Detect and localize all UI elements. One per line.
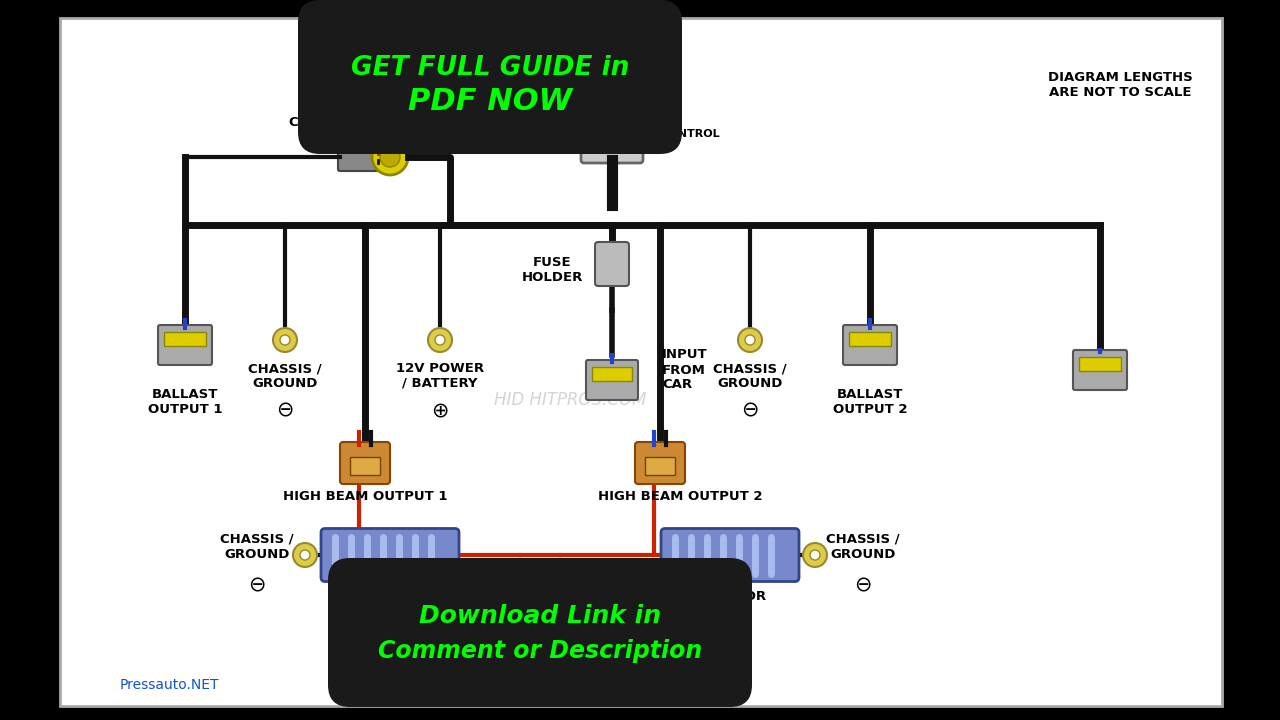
FancyBboxPatch shape [849, 332, 891, 346]
Circle shape [273, 328, 297, 352]
FancyBboxPatch shape [60, 18, 1222, 706]
Text: Pressauto.NET: Pressauto.NET [120, 678, 219, 692]
Circle shape [280, 335, 291, 345]
Text: CAPACITOR: CAPACITOR [288, 116, 372, 129]
FancyBboxPatch shape [298, 0, 682, 154]
Text: BALLAST
OUTPUT 1: BALLAST OUTPUT 1 [147, 388, 223, 416]
Text: CHASSIS /
GROUND: CHASSIS / GROUND [713, 362, 787, 390]
Text: 12V POWER
/ BATTERY: 12V POWER / BATTERY [396, 362, 484, 390]
FancyBboxPatch shape [591, 367, 632, 381]
Circle shape [810, 550, 820, 560]
Circle shape [293, 543, 317, 567]
Text: RESISTOR: RESISTOR [692, 590, 767, 603]
Text: CHASSIS /
GROUND: CHASSIS / GROUND [826, 533, 900, 561]
Text: ⊕: ⊕ [431, 400, 449, 420]
FancyBboxPatch shape [164, 332, 206, 346]
Text: GET FULL GUIDE in: GET FULL GUIDE in [351, 55, 630, 81]
Text: CHASSIS /
GROUND: CHASSIS / GROUND [220, 533, 294, 561]
FancyBboxPatch shape [340, 442, 390, 484]
Circle shape [803, 543, 827, 567]
Circle shape [435, 335, 445, 345]
Text: AUTO CONTROL
BOX: AUTO CONTROL BOX [622, 129, 719, 150]
Text: ⊖: ⊖ [741, 400, 759, 420]
FancyBboxPatch shape [328, 558, 753, 707]
Text: BALLAST
OUTPUT 2: BALLAST OUTPUT 2 [833, 388, 908, 416]
Text: RESISTOR: RESISTOR [353, 590, 428, 603]
FancyBboxPatch shape [595, 242, 628, 286]
Text: Download Link in: Download Link in [419, 604, 660, 628]
Circle shape [745, 335, 755, 345]
Text: ⊖: ⊖ [276, 400, 293, 420]
Text: HIGH BEAM OUTPUT 2: HIGH BEAM OUTPUT 2 [598, 490, 763, 503]
Text: HID HITPROS.COM: HID HITPROS.COM [494, 391, 646, 409]
Text: ⊖: ⊖ [248, 575, 266, 595]
FancyBboxPatch shape [157, 325, 212, 365]
Circle shape [380, 147, 399, 167]
FancyBboxPatch shape [349, 457, 380, 475]
Text: PDF NOW: PDF NOW [408, 88, 572, 117]
FancyBboxPatch shape [586, 360, 637, 400]
Text: CHASSIS /
GROUND: CHASSIS / GROUND [248, 362, 321, 390]
FancyBboxPatch shape [1079, 357, 1121, 371]
Text: FUSE
HOLDER: FUSE HOLDER [521, 256, 582, 284]
FancyBboxPatch shape [635, 442, 685, 484]
Text: Comment or Description: Comment or Description [378, 639, 703, 663]
FancyBboxPatch shape [660, 528, 799, 582]
Text: ⊖: ⊖ [854, 575, 872, 595]
Circle shape [739, 328, 762, 352]
FancyBboxPatch shape [581, 82, 643, 163]
Text: HIGH BEAM OUTPUT 1: HIGH BEAM OUTPUT 1 [283, 490, 447, 503]
FancyBboxPatch shape [645, 457, 675, 475]
FancyBboxPatch shape [338, 143, 380, 171]
Text: DIAGRAM LENGTHS
ARE NOT TO SCALE: DIAGRAM LENGTHS ARE NOT TO SCALE [1047, 71, 1193, 99]
Text: INPUT
FROM
CAR: INPUT FROM CAR [662, 348, 708, 392]
FancyBboxPatch shape [844, 325, 897, 365]
FancyBboxPatch shape [321, 528, 460, 582]
Circle shape [428, 328, 452, 352]
Circle shape [372, 139, 408, 175]
FancyBboxPatch shape [1073, 350, 1126, 390]
Circle shape [300, 550, 310, 560]
